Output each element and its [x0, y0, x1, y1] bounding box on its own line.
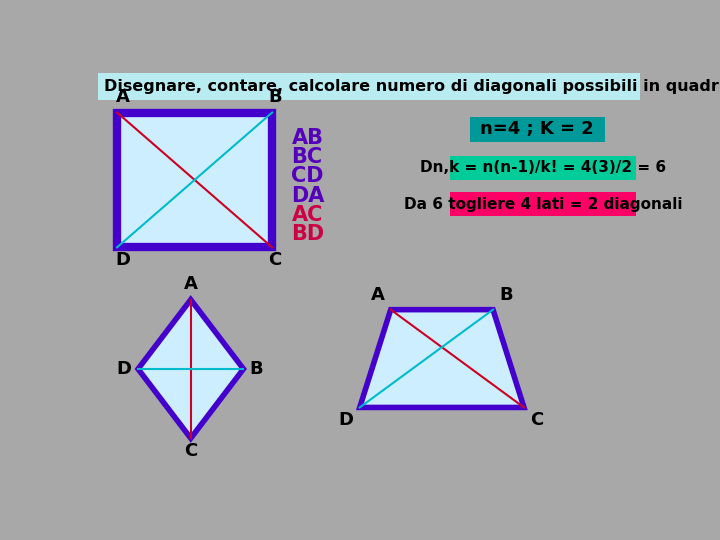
Text: C: C	[184, 442, 197, 460]
Text: B: B	[250, 360, 264, 378]
Text: C: C	[269, 251, 282, 269]
Text: AC: AC	[292, 205, 323, 225]
Polygon shape	[138, 300, 243, 438]
Polygon shape	[360, 309, 524, 408]
Text: DA: DA	[292, 186, 325, 206]
FancyBboxPatch shape	[469, 117, 606, 142]
Text: A: A	[371, 286, 384, 303]
Text: A: A	[116, 89, 130, 106]
Text: C: C	[530, 411, 544, 429]
Text: CD: CD	[292, 166, 324, 186]
Text: Dn,k = n(n-1)/k! = 4(3)/2 = 6: Dn,k = n(n-1)/k! = 4(3)/2 = 6	[420, 160, 667, 176]
Text: B: B	[269, 89, 282, 106]
FancyBboxPatch shape	[451, 192, 636, 217]
FancyBboxPatch shape	[451, 156, 636, 180]
Text: n=4 ; K = 2: n=4 ; K = 2	[480, 120, 594, 138]
Text: Disegnare, contare, calcolare numero di diagonali possibili in quadrilateri: Disegnare, contare, calcolare numero di …	[104, 79, 720, 94]
FancyBboxPatch shape	[117, 112, 272, 247]
Text: D: D	[338, 411, 354, 429]
Text: AB: AB	[292, 128, 323, 148]
FancyBboxPatch shape	[98, 72, 640, 100]
Text: Da 6 togliere 4 lati = 2 diagonali: Da 6 togliere 4 lati = 2 diagonali	[404, 197, 683, 212]
Text: D: D	[117, 360, 132, 378]
Text: A: A	[184, 275, 198, 294]
Text: BD: BD	[292, 224, 325, 244]
Text: B: B	[499, 286, 513, 303]
Text: D: D	[116, 251, 130, 269]
Text: BC: BC	[292, 147, 323, 167]
